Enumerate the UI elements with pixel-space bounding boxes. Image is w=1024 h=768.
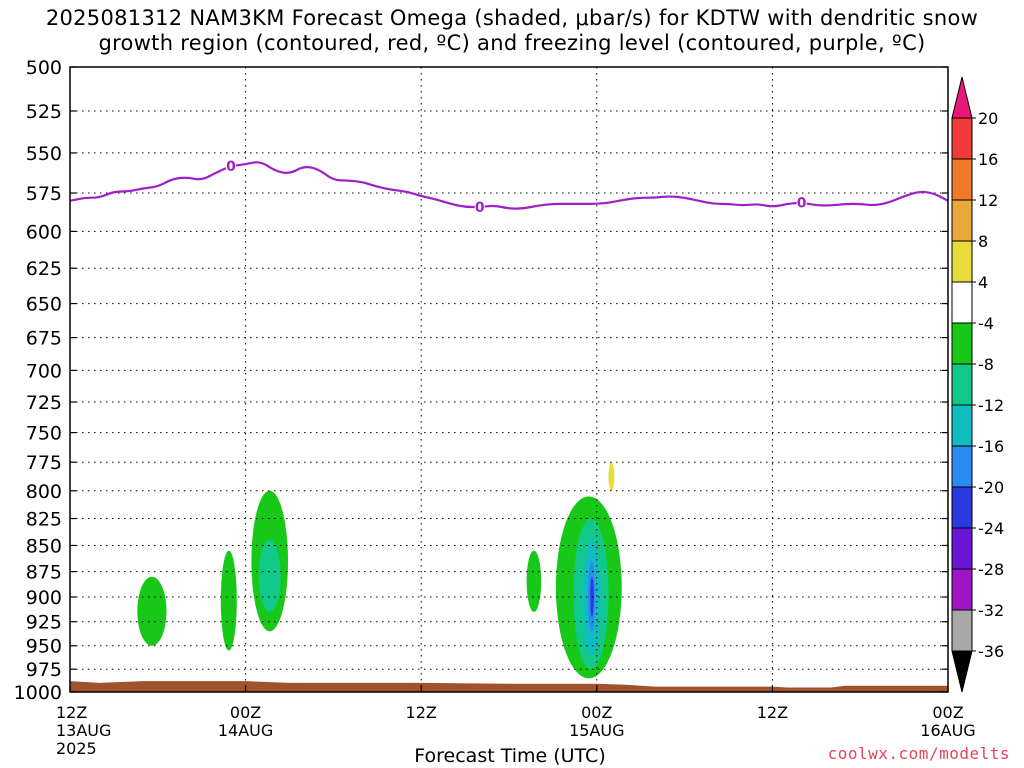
y-tick-label: 600 [26,221,62,243]
colorbar-swatch [951,486,973,529]
colorbar-label: -28 [978,560,1004,579]
x-tick-label: 12Z [56,703,87,722]
y-tick-label: 950 [26,636,62,658]
omega-region-1 [220,550,237,651]
colorbar-swatch [951,445,973,488]
y-tick-label: 725 [26,392,62,414]
omega-shading-layer [137,462,622,679]
x-tick-label: 00Z [581,703,612,722]
y-tick-label: 775 [26,452,62,474]
colorbar-swatch [951,609,973,652]
y-tick-label: 675 [26,328,62,350]
y-tick-label: 825 [26,509,62,531]
colorbar-top-arrow [951,76,973,119]
colorbar-swatch [951,117,973,160]
y-tick-label: 575 [26,183,62,205]
y-tick-label: 750 [26,423,62,445]
y-tick-label: 700 [26,360,62,382]
credit-text: coolwx.com/modelts [827,744,1010,763]
y-axis: 500 525 550 575 600 625 650 675 700 725 750 775 800 8… [14,57,948,704]
x-tick-label: 16AUG [920,721,975,740]
colorbar-swatch [951,527,973,570]
plot-area [70,67,948,692]
colorbar-label: 16 [978,150,998,169]
colorbar-swatch [951,363,973,406]
x-tick-label: 12Z [406,703,437,722]
y-tick-label: 925 [26,612,62,634]
freezing-level-label-bg [796,194,807,211]
colorbar-swatch [951,568,973,611]
freezing-level-label: 0 [475,200,485,216]
colorbar-bottom-arrow [951,650,973,693]
colorbar-label: -16 [978,437,1004,456]
y-tick-label: 1000 [14,682,62,704]
colorbar: 20 16 12 8 4 -4 -8 -12 -16 -20 -24 -28 -32 -36 [951,76,1004,693]
colorbar-label: -12 [978,396,1004,415]
colorbar-swatch [951,240,973,283]
freezing-level-label: 0 [226,159,236,175]
y-tick-label: 900 [26,587,62,609]
colorbar-label: -36 [978,642,1004,661]
colorbar-label: 20 [978,109,998,128]
colorbar-label: 8 [978,232,988,251]
colorbar-swatch [951,281,973,324]
colorbar-label: -4 [978,314,994,333]
x-tick-label: 15AUG [569,721,624,740]
freezing-level-layer: 0 0 0 [69,157,949,216]
y-tick-label: 850 [26,536,62,558]
colorbar-label: -8 [978,355,994,374]
y-tick-label: 875 [26,562,62,584]
omega-region-4 [526,550,542,612]
x-tick-label: 00Z [932,703,963,722]
x-axis-title: Forecast Time (UTC) [414,745,606,767]
colorbar-swatch [951,199,973,242]
plot-border [69,66,949,693]
x-tick-label: 14AUG [218,721,273,740]
colorbar-label: -32 [978,601,1004,620]
colorbar-swatch [951,158,973,201]
omega-region-0 [137,576,167,646]
freezing-level-label-bg [225,157,236,174]
freezing-level-line [69,161,949,210]
y-tick-label: 975 [26,659,62,681]
grid-layer [70,67,948,692]
freezing-level-label: 0 [797,195,807,211]
y-tick-label: 500 [26,57,62,79]
x-tick-label: 12Z [757,703,788,722]
colorbar-label: 12 [978,191,998,210]
x-tick-label: 13AUG [56,721,111,740]
colorbar-swatch [951,322,973,365]
chart-title-line1: 2025081312 NAM3KM Forecast Omega (shaded… [45,6,979,30]
colorbar-label: 4 [978,273,988,292]
x-tick-label: 00Z [230,703,261,722]
colorbar-label: -20 [978,478,1004,497]
omega-region-10 [608,462,615,491]
terrain-fill [70,681,948,692]
colorbar-label: -24 [978,519,1004,538]
freezing-level-label-bg [474,199,485,216]
y-tick-label: 800 [26,481,62,503]
plot-background [70,67,948,692]
x-tick-label: 2025 [56,739,97,758]
y-tick-label: 525 [26,101,62,123]
chart-title-line2: growth region (contoured, red, ºC) and f… [98,31,926,55]
y-tick-label: 625 [26,258,62,280]
plot-frame [69,66,949,693]
colorbar-swatch [951,404,973,447]
terrain-layer [70,681,948,692]
y-tick-label: 650 [26,294,62,316]
omega-region-3 [258,540,281,612]
y-tick-label: 550 [26,143,62,165]
